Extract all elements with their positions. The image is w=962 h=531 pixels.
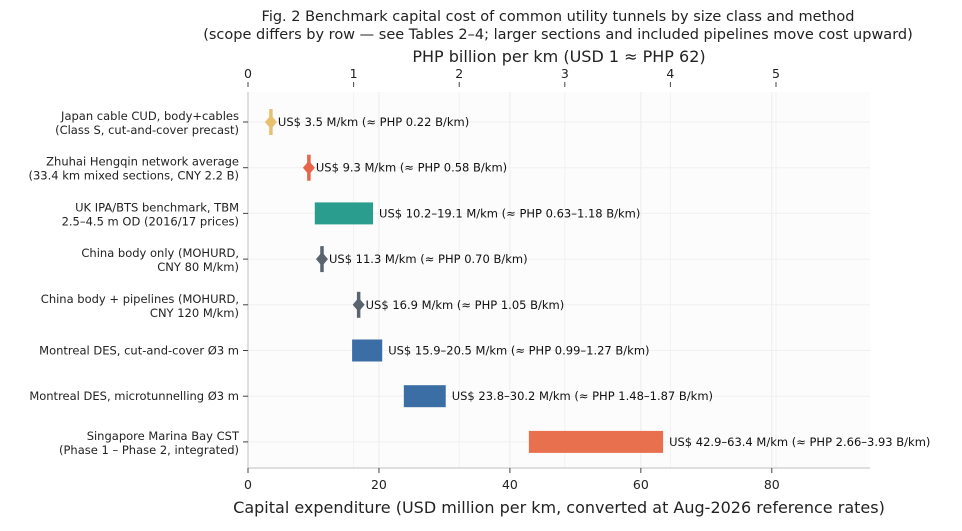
x-tick-label: 60 [633,477,649,492]
data-label: US$ 10.2–19.1 M/km (≈ PHP 0.63–1.18 B/km… [379,206,640,220]
data-label: US$ 11.3 M/km (≈ PHP 0.70 B/km) [329,252,528,266]
range-bar [352,339,383,362]
range-bar [314,202,374,225]
x2-tick-label: 5 [772,66,780,81]
x2-tick-label: 3 [561,66,569,81]
x2-tick-label: 4 [666,66,674,81]
data-label: US$ 23.8–30.2 M/km (≈ PHP 1.48–1.87 B/km… [452,389,713,403]
row-label: Zhuhai Hengqin network average [46,155,239,169]
data-label: US$ 3.5 M/km (≈ PHP 0.22 B/km) [278,115,469,129]
point-marker [264,115,277,129]
x2-axis-label: PHP billion per km (USD 1 ≈ PHP 62) [412,47,705,66]
point-marker [352,297,365,312]
row-label-sub: CNY 120 M/km) [150,306,239,320]
chart-title-line2: (scope differs by row — see Tables 2–4; … [203,27,913,43]
x-tick-label: 80 [764,477,780,492]
data-label: US$ 42.9–63.4 M/km (≈ PHP 2.66–3.93 B/km… [669,435,930,449]
x-axis-label: Capital expenditure (USD million per km,… [233,498,885,517]
row-label: China body only (MOHURD, [81,246,239,260]
x-tick-label: 0 [244,477,252,492]
plot-area: 0 20 40 60 80 0 1 2 3 4 5 Japan cable CUD, body+cab… [29,66,931,492]
x2-tick-label: 0 [244,66,252,81]
range-bar [403,385,446,408]
row-label-sub: (Class S, cut-and-cover precast) [55,123,239,137]
x-tick-label: 40 [502,477,518,492]
row-label-sub: CNY 80 M/km) [157,260,239,274]
range-bar [528,430,664,453]
row-label: UK IPA/BTS benchmark, TBM [75,200,239,214]
x2-tick-label: 2 [455,66,463,81]
row-label: Japan cable CUD, body+cables [60,109,239,123]
row-label-sub: (Phase 1 – Phase 2, integrated) [59,443,239,457]
point-marker [315,252,328,267]
row-label-sub: 2.5–4.5 m OD (2016/17 prices) [62,214,239,228]
row-label: Montreal DES, cut-and-cover Ø3 m [39,344,239,358]
chart-title-line1: Fig. 2 Benchmark capital cost of common … [262,9,855,25]
plot-background [248,92,870,468]
row-label: China body + pipelines (MOHURD, [41,292,239,306]
x-tick-label: 20 [371,477,387,492]
row-label: Montreal DES, microtunnelling Ø3 m [29,389,239,403]
x2-tick-label: 1 [350,66,358,81]
row-label: Singapore Marina Bay CST [87,429,240,443]
point-marker [302,160,315,175]
row-label-sub: (33.4 km mixed sections, CNY 2.2 B) [29,169,240,183]
data-label: US$ 9.3 M/km (≈ PHP 0.58 B/km) [316,161,507,175]
data-label: US$ 15.9–20.5 M/km (≈ PHP 0.99–1.27 B/km… [388,344,649,358]
data-label: US$ 16.9 M/km (≈ PHP 1.05 B/km) [366,298,565,312]
